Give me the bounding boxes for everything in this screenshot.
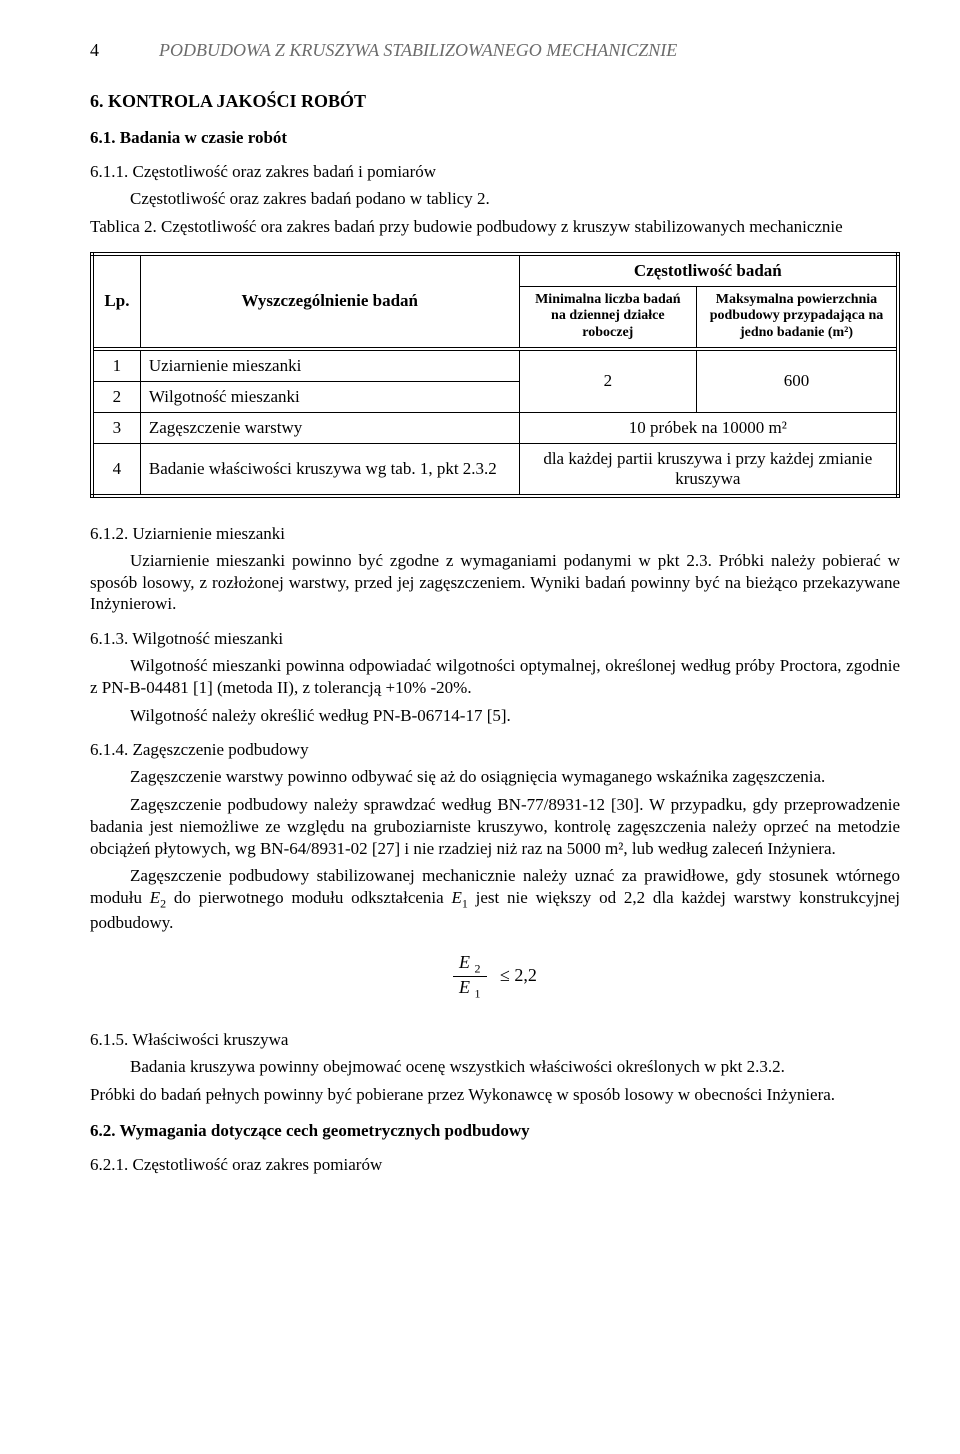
table-2: Lp. Wyszczególnienie badań Częstotliwość… bbox=[90, 252, 900, 498]
cell-val-3: 10 próbek na 10000 m² bbox=[519, 412, 898, 443]
cell-val-b: 600 bbox=[696, 349, 898, 413]
running-header: 4 PODBUDOWA Z KRUSZYWA STABILIZOWANEGO M… bbox=[90, 40, 900, 61]
cell-val-4: dla każdej partii kruszywa i przy każdej… bbox=[519, 443, 898, 496]
para-6-1-4-2: Zagęszczenie podbudowy należy sprawdzać … bbox=[90, 794, 900, 859]
cell-n-3: 3 bbox=[92, 412, 140, 443]
cell-n-2: 2 bbox=[92, 381, 140, 412]
th-lp: Lp. bbox=[92, 254, 140, 349]
heading-6-2: 6.2. Wymagania dotyczące cech geometrycz… bbox=[90, 1121, 900, 1141]
formula-e2-e1: E 2 E 1 ≤ 2,2 bbox=[90, 952, 900, 1002]
para-6-1-3-2: Wilgotność należy określić według PN-B-0… bbox=[90, 705, 900, 727]
heading-6: 6. KONTROLA JAKOŚCI ROBÓT bbox=[90, 91, 900, 112]
cell-name-4: Badanie właściwości kruszywa wg tab. 1, … bbox=[140, 443, 519, 496]
heading-6-2-1: 6.2.1. Częstotliwość oraz zakres pomiaró… bbox=[90, 1155, 900, 1175]
table2-caption: Tablica 2. Częstotliwość ora zakres bada… bbox=[90, 216, 900, 238]
cell-name-2: Wilgotność mieszanki bbox=[140, 381, 519, 412]
page-number: 4 bbox=[90, 40, 99, 61]
para-6-1-4-1: Zagęszczenie warstwy powinno odbywać się… bbox=[90, 766, 900, 788]
para-6-1-5-2: Próbki do badań pełnych powinny być pobi… bbox=[90, 1084, 900, 1106]
heading-6-1-4: 6.1.4. Zagęszczenie podbudowy bbox=[90, 740, 900, 760]
para-6-1-1: Częstotliwość oraz zakres badań podano w… bbox=[90, 188, 900, 210]
heading-6-1-3: 6.1.3. Wilgotność mieszanki bbox=[90, 629, 900, 649]
para-6-1-2: Uziarnienie mieszanki powinno być zgodne… bbox=[90, 550, 900, 615]
cell-name-3: Zagęszczenie warstwy bbox=[140, 412, 519, 443]
cell-n-1: 1 bbox=[92, 349, 140, 382]
th-col-b: Maksymalna powierzchnia podbudowy przypa… bbox=[696, 286, 898, 349]
para-6-1-5-1: Badania kruszywa powinny obejmować ocenę… bbox=[90, 1056, 900, 1078]
para-6-1-4-3: Zagęszczenie podbudowy stabilizowanej me… bbox=[90, 865, 900, 933]
th-col-a: Minimalna liczba badań na dziennej dział… bbox=[519, 286, 696, 349]
heading-6-1-2: 6.1.2. Uziarnienie mieszanki bbox=[90, 524, 900, 544]
heading-6-1: 6.1. Badania w czasie robót bbox=[90, 128, 900, 148]
cell-val-a: 2 bbox=[519, 349, 696, 413]
heading-6-1-5: 6.1.5. Właściwości kruszywa bbox=[90, 1030, 900, 1050]
para-6-1-3-1: Wilgotność mieszanki powinna odpowiadać … bbox=[90, 655, 900, 699]
cell-name-1: Uziarnienie mieszanki bbox=[140, 349, 519, 382]
running-header-text: PODBUDOWA Z KRUSZYWA STABILIZOWANEGO MEC… bbox=[159, 40, 677, 61]
heading-6-1-1: 6.1.1. Częstotliwość oraz zakres badań i… bbox=[90, 162, 900, 182]
th-cz: Częstotliwość badań bbox=[519, 254, 898, 287]
th-wysz: Wyszczególnienie badań bbox=[140, 254, 519, 349]
cell-n-4: 4 bbox=[92, 443, 140, 496]
